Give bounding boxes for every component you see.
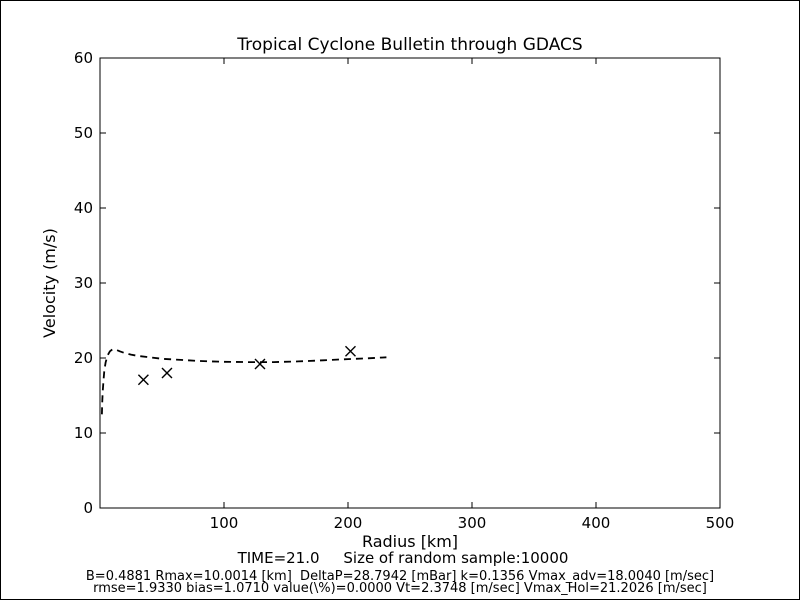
y-tick-label: 40	[74, 199, 93, 217]
x-marker	[254, 358, 266, 370]
y-tick-label: 0	[83, 499, 93, 517]
x-axis-label: Radius [km]	[362, 532, 458, 551]
y-tick-label: 10	[74, 424, 93, 442]
x-marker	[161, 367, 173, 379]
x-tick-label: 400	[582, 514, 611, 532]
x-marker	[344, 345, 356, 357]
x-tick-label: 500	[706, 514, 735, 532]
chart-title: Tropical Cyclone Bulletin through GDACS	[236, 35, 582, 55]
generated-plot-elements: 100 200 300 400 500 0 10 20 30 40 50 60	[74, 49, 734, 532]
plot-frame	[99, 57, 721, 509]
y-axis-label: Velocity (m/s)	[40, 228, 59, 338]
caption-params-line2: rmse=1.9330 bias=1.0710 value(\%)=0.0000…	[93, 581, 707, 596]
caption-params-line1: B=0.4881 Rmax=10.0014 [km] DeltaP=28.794…	[86, 569, 714, 584]
holland-profile-curve	[101, 348, 387, 415]
y-tick-label: 60	[74, 49, 93, 67]
caption-time-sample: TIME=21.0 Size of random sample:10000	[237, 549, 569, 567]
y-tick-label: 20	[74, 349, 93, 367]
x-marker	[137, 374, 149, 386]
y-tick-label: 50	[74, 124, 93, 142]
x-tick-label: 200	[334, 514, 363, 532]
x-tick-label: 300	[458, 514, 487, 532]
x-tick-label: 100	[210, 514, 239, 532]
y-tick-label: 30	[74, 274, 93, 292]
